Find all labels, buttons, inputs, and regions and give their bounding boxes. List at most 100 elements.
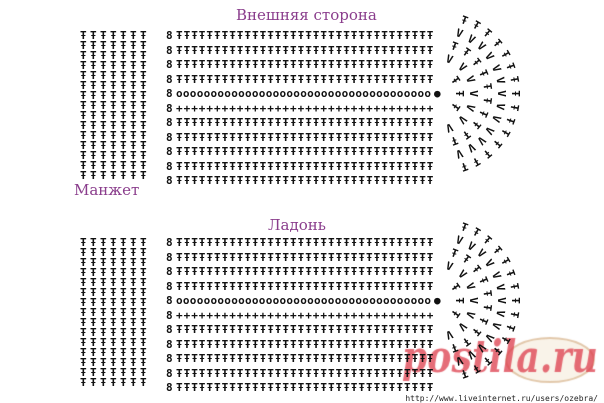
dc-stitch: Ŧ xyxy=(312,352,320,365)
cuff-stitch: Ŧ xyxy=(90,276,97,289)
dc-stitch: Ŧ xyxy=(206,116,214,129)
turning-chain: 8 xyxy=(166,43,173,57)
cuff-stitch: Ŧ xyxy=(120,316,127,329)
dc-stitch: Ŧ xyxy=(328,250,335,264)
cuff-stitch: Ŧ xyxy=(90,109,97,122)
cuff-stitch: Ŧ xyxy=(120,296,127,309)
round-stitch: Ŧ xyxy=(458,12,470,28)
sc-stitch: + xyxy=(328,308,335,322)
dc-stitch: Ŧ xyxy=(297,116,305,129)
chain-stitch: o xyxy=(348,294,356,307)
dc-stitch: Ŧ xyxy=(343,72,350,86)
dc-stitch: Ŧ xyxy=(244,381,252,394)
round-stitch: Ŧ xyxy=(497,255,513,268)
round-stitch: Ŧ xyxy=(458,159,470,175)
dc-stitch: Ŧ xyxy=(267,323,274,336)
round-stitch: Ŧ xyxy=(475,107,491,119)
cuff-stitch: Ŧ xyxy=(100,109,107,122)
round-stitch: Ŧ xyxy=(507,309,522,319)
cuff-stitch: Ŧ xyxy=(140,266,147,279)
chain-stitch: o xyxy=(210,87,218,100)
dc-stitch: Ŧ xyxy=(358,279,366,293)
dc-stitch: Ŧ xyxy=(381,58,388,71)
dc-stitch: Ŧ xyxy=(373,337,381,351)
dc-stitch: Ŧ xyxy=(419,159,426,173)
dc-stitch: Ŧ xyxy=(176,43,183,57)
dc-stitch: Ŧ xyxy=(290,236,297,249)
dc-stitch: Ŧ xyxy=(290,323,297,336)
dc-stitch: Ŧ xyxy=(335,174,343,187)
dc-stitch: Ŧ xyxy=(350,323,358,336)
cuff-stitch: Ŧ xyxy=(80,286,87,299)
dc-stitch: Ŧ xyxy=(206,352,214,365)
dc-stitch: Ŧ xyxy=(366,174,373,187)
chain-stitch: o xyxy=(300,87,307,100)
cuff-stitch: Ŧ xyxy=(110,286,117,299)
sc-stitch: + xyxy=(396,308,404,322)
cuff-stitch: Ŧ xyxy=(110,316,117,329)
cuff-stitch: Ŧ xyxy=(100,49,107,62)
dc-stitch: Ŧ xyxy=(176,250,183,264)
cuff-stitch: Ŧ xyxy=(100,296,107,309)
dc-stitch: Ŧ xyxy=(335,116,343,129)
sc-stitch: + xyxy=(350,101,358,115)
dc-stitch: Ŧ xyxy=(373,323,381,336)
dc-stitch: Ŧ xyxy=(373,174,381,187)
dc-stitch: Ŧ xyxy=(411,279,419,293)
sc-stitch: + xyxy=(214,308,221,322)
dc-stitch: Ŧ xyxy=(236,236,244,249)
dc-stitch: Ŧ xyxy=(396,145,404,158)
dc-stitch: Ŧ xyxy=(388,159,396,173)
dc-stitch: Ŧ xyxy=(297,337,305,351)
dc-stitch: Ŧ xyxy=(320,381,328,394)
dc-stitch: Ŧ xyxy=(366,250,373,264)
dc-stitch: Ŧ xyxy=(221,159,229,173)
dc-stitch: Ŧ xyxy=(312,323,320,336)
dc-stitch: Ŧ xyxy=(411,323,419,336)
dc-stitch: Ŧ xyxy=(335,43,343,57)
cuff-stitch: Ŧ xyxy=(120,119,127,132)
cuff-stitch: Ŧ xyxy=(100,139,107,152)
dc-stitch: Ŧ xyxy=(373,130,381,144)
dc-stitch: Ŧ xyxy=(373,265,381,278)
dc-stitch: Ŧ xyxy=(214,337,221,351)
dc-stitch: Ŧ xyxy=(214,130,221,144)
dc-stitch: Ŧ xyxy=(343,250,350,264)
dc-stitch: Ŧ xyxy=(358,236,366,249)
dc-stitch: Ŧ xyxy=(396,29,404,42)
cuff-stitch: Ŧ xyxy=(120,236,127,249)
sc-stitch: + xyxy=(419,308,426,322)
dc-stitch: Ŧ xyxy=(267,265,274,278)
cuff-stitch: Ŧ xyxy=(120,29,127,42)
dc-stitch: Ŧ xyxy=(214,43,221,57)
dc-stitch: Ŧ xyxy=(221,72,229,86)
dc-stitch: Ŧ xyxy=(388,29,396,42)
dc-stitch: Ŧ xyxy=(358,174,366,187)
cuff-stitch: Ŧ xyxy=(130,129,137,142)
cuff-stitch: Ŧ xyxy=(80,49,87,62)
dc-stitch: Ŧ xyxy=(320,323,328,336)
cuff-stitch: Ŧ xyxy=(90,336,97,349)
dc-stitch: Ŧ xyxy=(305,72,312,86)
dc-stitch: Ŧ xyxy=(305,352,312,365)
dc-stitch: Ŧ xyxy=(297,236,305,249)
sc-stitch: + xyxy=(320,308,328,322)
dc-stitch: Ŧ xyxy=(290,159,297,173)
cuff-stitch: Ŧ xyxy=(100,39,107,52)
dc-stitch: Ŧ xyxy=(252,130,259,144)
dc-stitch: Ŧ xyxy=(282,159,290,173)
dc-stitch: Ŧ xyxy=(419,366,426,380)
chain-stitch: o xyxy=(272,294,280,307)
dc-stitch: Ŧ xyxy=(183,72,191,86)
round-stitch: Ŧ xyxy=(503,268,518,280)
dc-stitch: Ŧ xyxy=(236,337,244,351)
round-stitch: Ŧ xyxy=(449,246,460,261)
cuff-stitch: Ŧ xyxy=(90,236,97,249)
sc-stitch: + xyxy=(229,308,236,322)
cuff-stitch: Ŧ xyxy=(80,246,87,259)
dc-stitch: Ŧ xyxy=(411,58,419,71)
cuff-stitch: Ŧ xyxy=(140,326,147,339)
cuff-stitch: Ŧ xyxy=(140,376,147,389)
cuff-stitch: Ŧ xyxy=(130,169,137,182)
round-stitch: Ŧ xyxy=(479,96,494,105)
